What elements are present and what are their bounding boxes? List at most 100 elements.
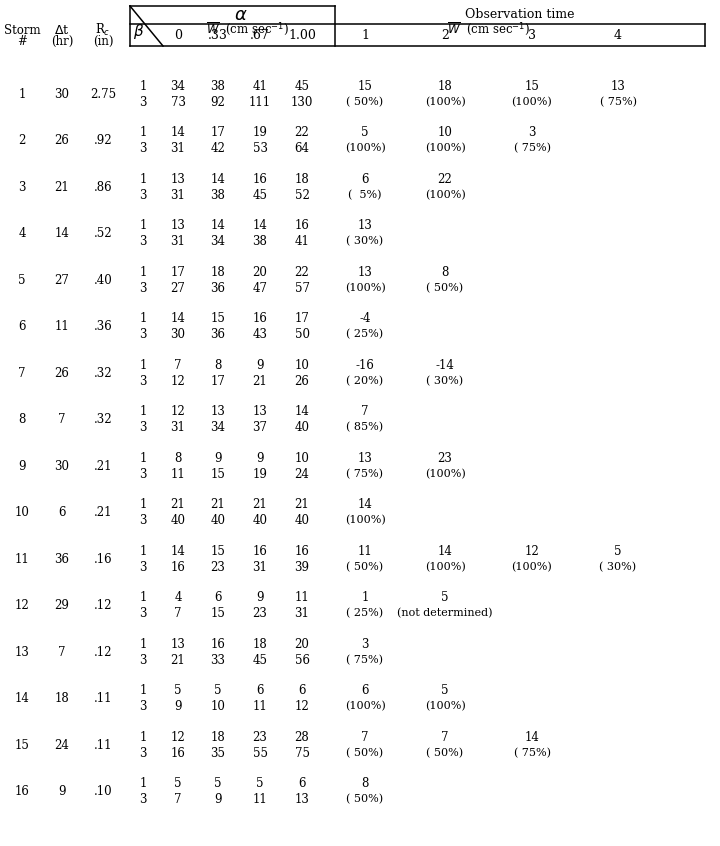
Text: (100%): (100%) [512, 96, 552, 107]
Text: 11: 11 [55, 320, 69, 333]
Text: 4: 4 [614, 29, 622, 41]
Text: ( 75%): ( 75%) [513, 748, 551, 758]
Text: ( 20%): ( 20%) [346, 376, 384, 386]
Text: 22: 22 [294, 126, 310, 139]
Text: 33: 33 [210, 653, 225, 667]
Text: -16: -16 [356, 359, 374, 371]
Text: 14: 14 [55, 227, 69, 240]
Text: 31: 31 [171, 421, 186, 434]
Text: 22: 22 [294, 266, 310, 278]
Text: 16: 16 [294, 545, 310, 558]
Text: 13: 13 [171, 638, 186, 651]
Text: 18: 18 [253, 638, 267, 651]
Text: 16: 16 [253, 173, 267, 185]
Text: ( 30%): ( 30%) [600, 562, 636, 572]
Text: #: # [17, 35, 27, 47]
Text: (100%): (100%) [345, 515, 385, 525]
Text: 7: 7 [174, 359, 181, 371]
Text: .21: .21 [94, 459, 112, 473]
Text: 34: 34 [210, 421, 225, 434]
Text: ( 75%): ( 75%) [600, 96, 636, 107]
Text: 20: 20 [253, 266, 267, 278]
Text: 40: 40 [294, 421, 310, 434]
Text: 16: 16 [253, 545, 267, 558]
Text: .36: .36 [94, 320, 112, 333]
Text: .52: .52 [94, 227, 112, 240]
Text: 3: 3 [139, 793, 147, 806]
Text: -14: -14 [436, 359, 454, 371]
Text: 1: 1 [139, 126, 147, 139]
Text: ( 85%): ( 85%) [346, 422, 384, 432]
Text: (100%): (100%) [425, 143, 465, 154]
Text: (hr): (hr) [51, 35, 73, 47]
Text: 21: 21 [171, 498, 185, 511]
Text: .86: .86 [94, 180, 112, 194]
Text: 5: 5 [174, 684, 181, 697]
Text: 27: 27 [55, 273, 69, 287]
Text: 40: 40 [294, 514, 310, 527]
Text: .12: .12 [94, 645, 112, 658]
Text: 12: 12 [14, 599, 30, 612]
Text: 10: 10 [294, 452, 310, 464]
Text: 14: 14 [171, 126, 186, 139]
Text: 1: 1 [139, 173, 147, 185]
Text: 14: 14 [253, 219, 267, 232]
Text: 35: 35 [210, 746, 225, 760]
Text: 36: 36 [210, 328, 225, 341]
Text: 38: 38 [253, 235, 267, 248]
Text: 24: 24 [294, 468, 310, 481]
Text: 1: 1 [139, 498, 147, 511]
Text: ( 50%): ( 50%) [346, 96, 384, 107]
Text: 18: 18 [55, 692, 69, 705]
Text: 14: 14 [294, 405, 310, 418]
Text: 1: 1 [139, 452, 147, 464]
Text: .92: .92 [94, 134, 112, 147]
Text: 18: 18 [211, 730, 225, 744]
Text: 10: 10 [210, 700, 225, 713]
Text: $\overline{W}$  (cm sec$^{-1}$): $\overline{W}$ (cm sec$^{-1}$) [447, 21, 530, 38]
Text: .11: .11 [94, 739, 112, 751]
Text: $\Delta$t: $\Delta$t [54, 24, 70, 36]
Text: .40: .40 [94, 273, 112, 287]
Text: 8: 8 [18, 413, 26, 426]
Text: 17: 17 [294, 312, 310, 325]
Text: 16: 16 [210, 638, 225, 651]
Text: 14: 14 [210, 219, 225, 232]
Text: ( 75%): ( 75%) [513, 143, 551, 154]
Text: 12: 12 [525, 545, 539, 558]
Text: 9: 9 [174, 700, 181, 713]
Text: 1: 1 [139, 638, 147, 651]
Text: 11: 11 [253, 700, 267, 713]
Text: 1: 1 [361, 591, 369, 604]
Text: 31: 31 [171, 142, 186, 155]
Text: ( 50%): ( 50%) [346, 562, 384, 572]
Text: 47: 47 [253, 282, 268, 294]
Text: 16: 16 [14, 785, 30, 798]
Text: 3: 3 [139, 189, 147, 201]
Text: 20: 20 [294, 638, 310, 651]
Text: 6: 6 [298, 777, 306, 790]
Text: 7: 7 [174, 793, 181, 806]
Text: 19: 19 [253, 126, 267, 139]
Text: 10: 10 [438, 126, 452, 139]
Text: 8: 8 [441, 266, 449, 278]
Text: ( 75%): ( 75%) [346, 655, 384, 665]
Text: 8: 8 [215, 359, 222, 371]
Text: 0: 0 [174, 29, 182, 41]
Text: 3: 3 [139, 746, 147, 760]
Text: 5: 5 [361, 126, 369, 139]
Text: 23: 23 [438, 452, 452, 464]
Text: .16: .16 [94, 552, 112, 565]
Text: 1: 1 [139, 405, 147, 418]
Text: 4: 4 [174, 591, 181, 604]
Text: 39: 39 [294, 561, 310, 574]
Text: 64: 64 [294, 142, 310, 155]
Text: 13: 13 [171, 219, 186, 232]
Text: 111: 111 [249, 96, 271, 108]
Text: Storm: Storm [4, 24, 40, 36]
Text: 43: 43 [253, 328, 268, 341]
Text: (  5%): ( 5%) [348, 190, 382, 201]
Text: (100%): (100%) [425, 96, 465, 107]
Text: 1: 1 [139, 312, 147, 325]
Text: 15: 15 [14, 739, 30, 751]
